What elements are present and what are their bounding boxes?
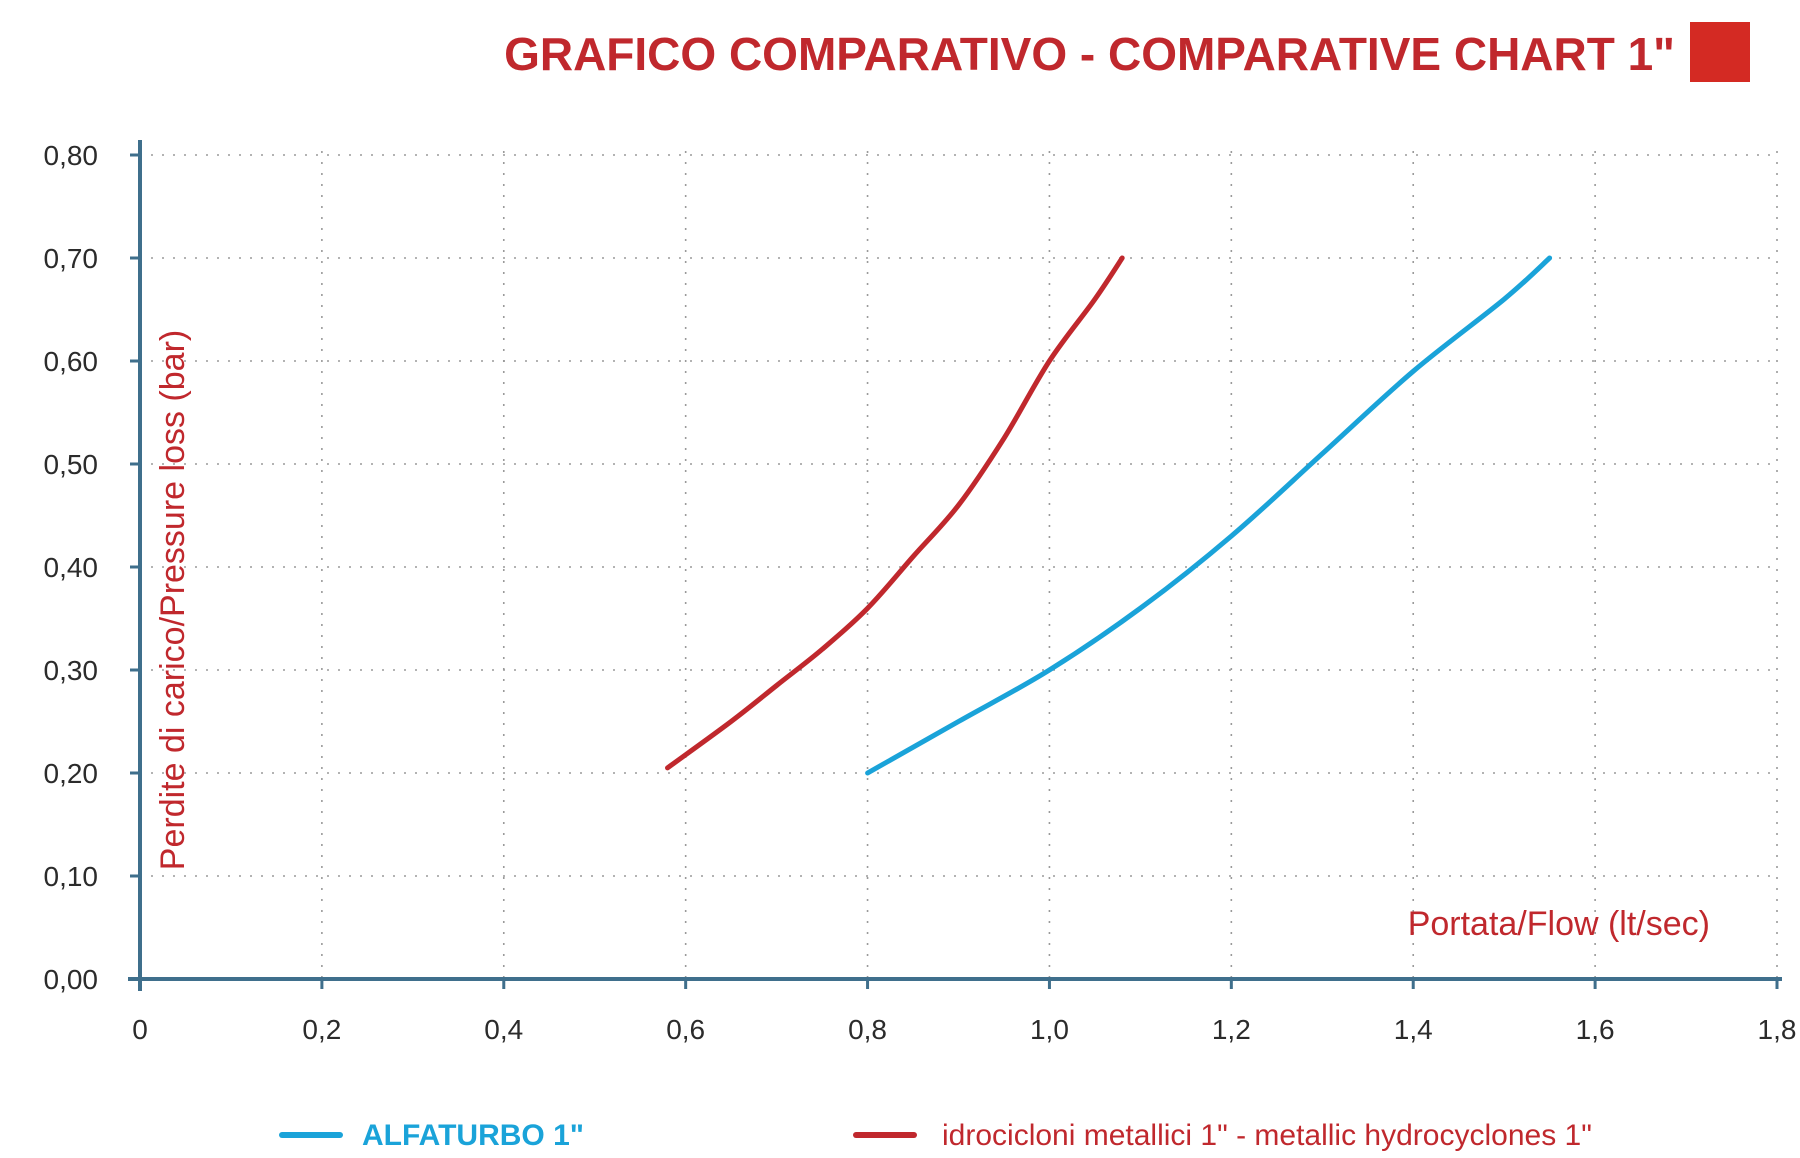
chart-title: GRAFICO COMPARATIVO - COMPARATIVE CHART … bbox=[504, 28, 1675, 80]
series-line-0 bbox=[865, 255, 1553, 776]
y-tick-label: 0,70 bbox=[44, 243, 99, 274]
x-tick-label: 0,2 bbox=[302, 1014, 341, 1045]
y-tick-label: 0,10 bbox=[44, 861, 99, 892]
x-tick-label: 1,6 bbox=[1576, 1014, 1615, 1045]
x-tick-label: 0,8 bbox=[848, 1014, 887, 1045]
y-axis-title: Perdite di carico/Pressure loss (bar) bbox=[154, 330, 192, 870]
x-tick-label: 0 bbox=[132, 1014, 148, 1045]
x-tick-label: 0,4 bbox=[484, 1014, 523, 1045]
y-axis-ticks: 0,00 0,10 0,20 0,30 0,40 0,50 0,60 0,70 0,80 bbox=[44, 140, 140, 995]
x-axis-ticks: 0 0,2 0,4 0,6 0,8 1,0 1,2 1,4 1,6 1,8 bbox=[132, 979, 1796, 1045]
x-tick-label: 1,0 bbox=[1030, 1014, 1069, 1045]
y-tick-label: 0,30 bbox=[44, 655, 99, 686]
x-tick-label: 1,8 bbox=[1758, 1014, 1797, 1045]
series-lines bbox=[665, 255, 1553, 776]
series-line-1 bbox=[665, 255, 1125, 771]
title-marker-square bbox=[1690, 22, 1750, 82]
y-tick-label: 0,00 bbox=[44, 964, 99, 995]
y-tick-label: 0,80 bbox=[44, 140, 99, 171]
grid-lines bbox=[140, 151, 1778, 979]
x-axis-title: Portata/Flow (lt/sec) bbox=[1408, 905, 1710, 943]
legend-label-1: idrocicloni metallici 1" - metallic hydr… bbox=[942, 1119, 1592, 1152]
y-tick-label: 0,50 bbox=[44, 449, 99, 480]
axes bbox=[128, 140, 1782, 991]
y-tick-label: 0,20 bbox=[44, 758, 99, 789]
y-tick-label: 0,40 bbox=[44, 552, 99, 583]
x-tick-label: 1,2 bbox=[1212, 1014, 1251, 1045]
x-tick-label: 1,4 bbox=[1394, 1014, 1433, 1045]
legend-label-0: ALFATURBO 1" bbox=[362, 1119, 584, 1152]
legend: ALFATURBO 1" idrocicloni metallici 1" - m… bbox=[279, 1119, 1592, 1152]
x-tick-label: 0,6 bbox=[666, 1014, 705, 1045]
y-tick-label: 0,60 bbox=[44, 346, 99, 377]
